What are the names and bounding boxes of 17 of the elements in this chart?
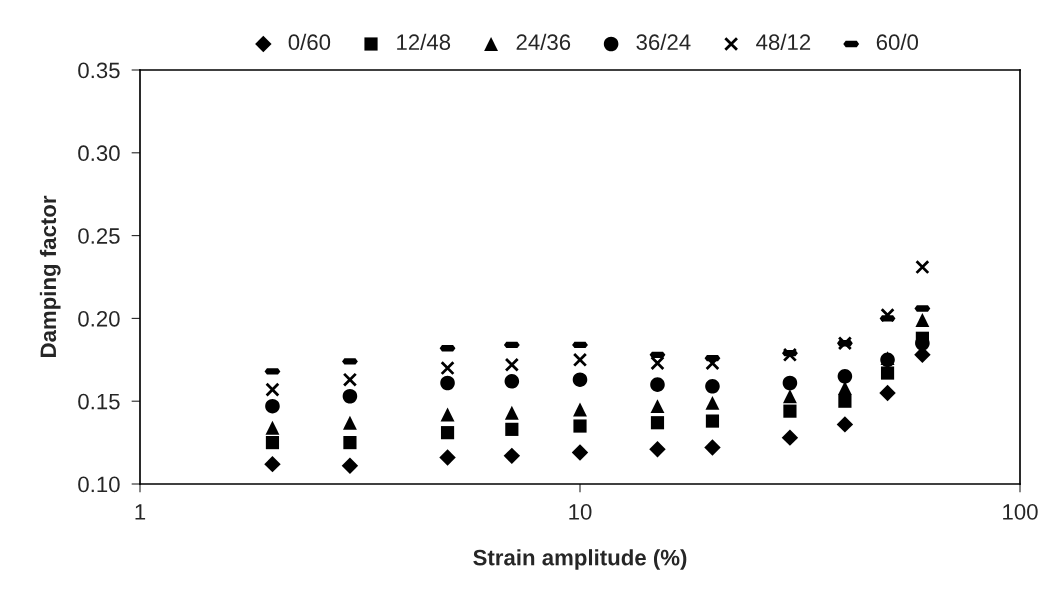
y-tick-label: 0.35: [78, 62, 120, 79]
x-tick-label: 100: [1003, 504, 1038, 520]
y-tick-label: 0.20: [78, 310, 120, 327]
x-axis-title: Strain amplitude (%): [473, 549, 687, 570]
legend-label: 0/60: [288, 33, 331, 51]
legend-label: 12/48: [397, 33, 451, 51]
y-axis-title: Damping factor: [39, 195, 61, 357]
x-tick-label: 10: [569, 504, 592, 520]
y-tick-label: 0.10: [78, 476, 120, 493]
y-tick-label: 0.25: [78, 228, 120, 244]
y-tick-label: 0.30: [78, 145, 120, 162]
legend-label: 24/36: [516, 33, 571, 51]
legend-label: 48/12: [756, 33, 811, 51]
x-tick-label: 1: [135, 504, 146, 520]
y-tick-label: 0.15: [78, 393, 120, 410]
legend-label: 60/0: [876, 33, 919, 51]
legend-label: 36/24: [636, 33, 691, 51]
